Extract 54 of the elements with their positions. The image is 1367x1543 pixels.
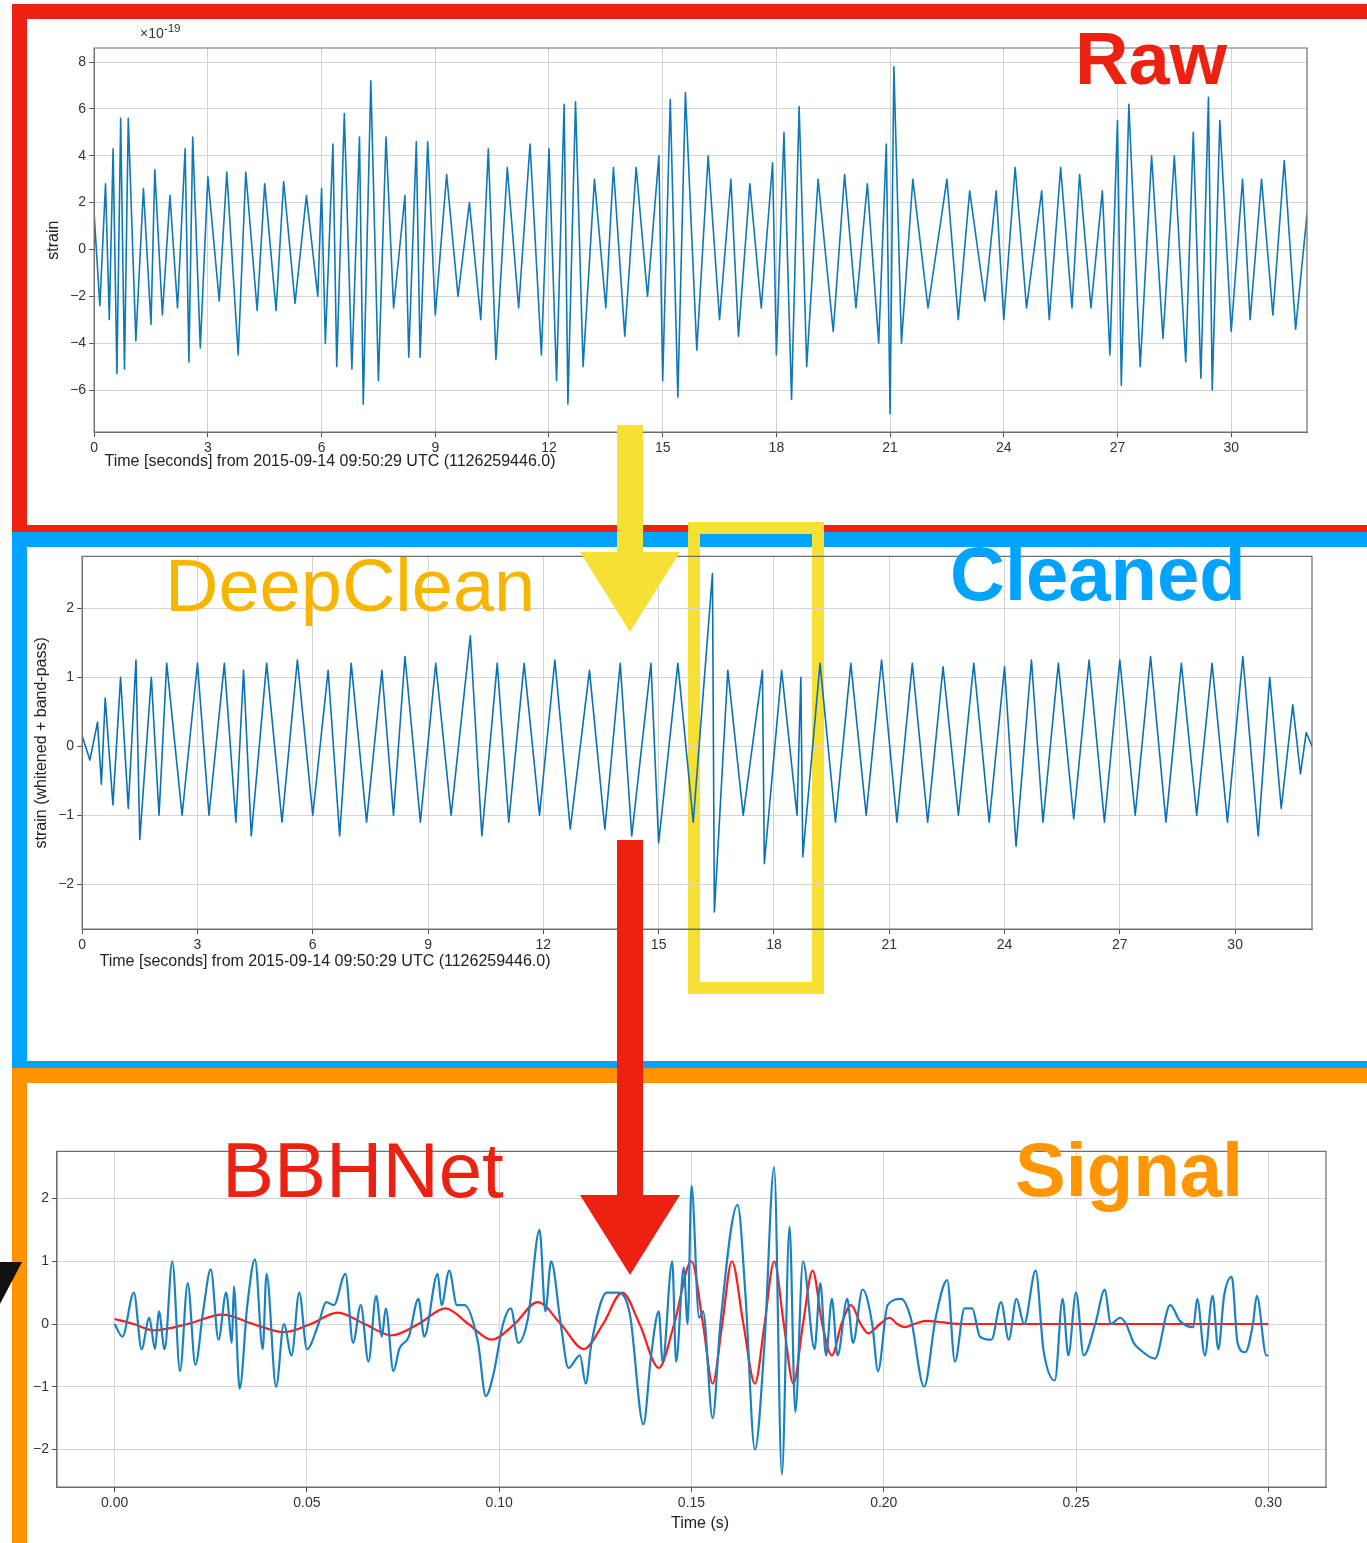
x-tick-label: 0.10 — [485, 1494, 514, 1511]
text: ×10$^{-19}$ — [140, 21, 181, 42]
y-tick-label: 1 — [41, 1252, 50, 1269]
x-tick-label: 27 — [1112, 936, 1128, 953]
x-tick-label: 30 — [1223, 439, 1240, 456]
annotation: Signal — [1015, 1127, 1244, 1212]
x-tick-label: 0.00 — [101, 1494, 129, 1511]
y-tick-label: 1 — [66, 668, 75, 685]
y-tick-label: −4 — [70, 334, 87, 351]
y-tick-label: 6 — [78, 99, 87, 116]
x-tick-label: 0.15 — [677, 1494, 706, 1511]
x-tick-label: 9 — [424, 936, 433, 953]
x-tick-label: 6 — [308, 936, 317, 953]
x-tick-label: 30 — [1227, 936, 1244, 953]
y-tick-label: 2 — [66, 599, 75, 616]
annotation: BBHNet — [222, 1126, 504, 1214]
y-tick-label: 8 — [78, 52, 87, 69]
y-tick-label: −6 — [70, 380, 87, 397]
y-tick-label: −1 — [58, 806, 75, 823]
x-tick-label: 21 — [882, 439, 899, 456]
x-tick-label: 0.20 — [870, 1494, 898, 1511]
x-tick-label: 15 — [654, 439, 671, 456]
annotation: Cleaned — [950, 531, 1246, 616]
y-tick-label: 0 — [78, 240, 87, 257]
x-tick-label: 3 — [193, 936, 202, 953]
x-tick-label: 24 — [996, 439, 1012, 456]
x-tick-label: 15 — [650, 936, 667, 953]
x-axis-title: Time [seconds] from 2015-09-14 09:50:29 UTC (1126259446.0) — [98, 952, 552, 970]
y-tick-label: −2 — [58, 875, 75, 892]
x-axis-title: Time [seconds] from 2015-09-14 09:50:29 UTC (1126259446.0) — [104, 452, 556, 469]
y-axis-title: strain — [44, 220, 62, 260]
x-tick-label: 0 — [90, 439, 99, 456]
x-tick-label: 18 — [768, 439, 785, 456]
line-series — [113, 1260, 1270, 1385]
y-tick-label: −2 — [32, 1440, 50, 1457]
annotation: Raw — [1075, 17, 1228, 100]
x-tick-label: 24 — [996, 936, 1013, 953]
y-axis-title: strain (whitened + band-pass) — [32, 637, 50, 849]
x-tick-label: 21 — [881, 936, 898, 953]
y-tick-label: 0 — [41, 1314, 50, 1331]
y-tick-label: −2 — [70, 287, 87, 304]
x-tick-label: 0.25 — [1062, 1494, 1090, 1511]
x-tick-label: 12 — [535, 936, 552, 953]
x-tick-label: 0.30 — [1254, 1494, 1283, 1511]
x-axis-title: Time (s) — [669, 1514, 731, 1532]
y-tick-label: −1 — [32, 1377, 50, 1394]
y-tick-label: 4 — [78, 146, 87, 163]
x-tick-label: 27 — [1109, 439, 1126, 456]
annotation: DeepClean — [165, 544, 536, 627]
y-tick-label: 0 — [66, 737, 75, 754]
y-tick-label: 2 — [41, 1189, 50, 1206]
x-tick-label: 0.05 — [293, 1494, 321, 1511]
x-tick-label: 18 — [766, 936, 782, 953]
y-tick-label: 2 — [78, 193, 87, 210]
